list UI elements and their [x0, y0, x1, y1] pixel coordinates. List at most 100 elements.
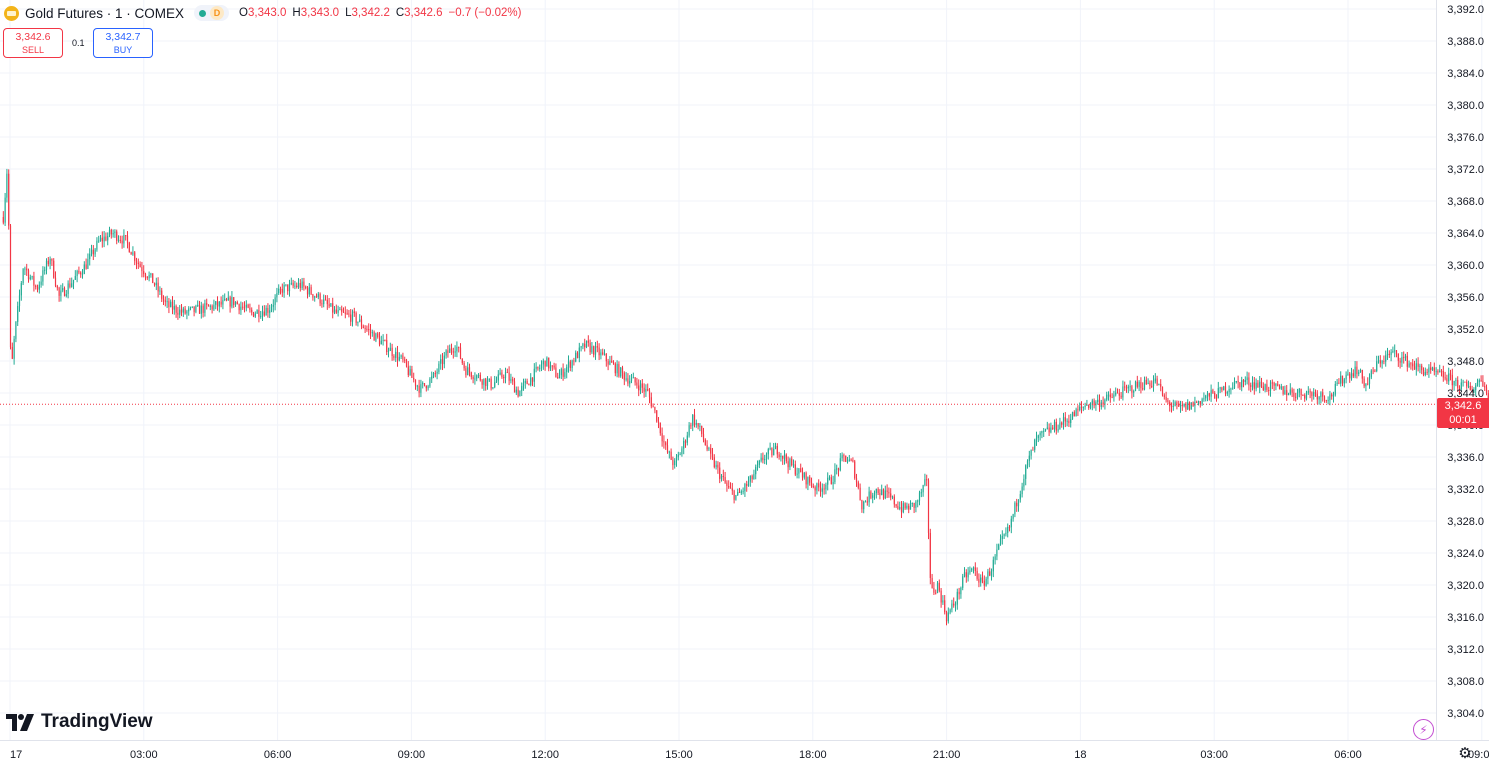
candle-body: [1430, 367, 1432, 370]
candle-body: [490, 378, 492, 389]
candle-body: [971, 568, 973, 571]
candle-body: [1071, 412, 1074, 420]
candle-body: [1422, 370, 1425, 375]
candle-body: [344, 312, 346, 314]
symbol-header[interactable]: Gold Futures · 1 · COMEX D O3,343.0 H3,3…: [4, 4, 521, 22]
candle-body: [938, 582, 940, 591]
candle-body: [222, 299, 224, 305]
candle-body: [524, 381, 526, 383]
candle-body: [1457, 379, 1459, 388]
candle-body: [895, 504, 897, 507]
gear-icon[interactable]: ⚙: [1458, 745, 1472, 762]
candle-body: [218, 301, 220, 307]
candle-body: [731, 488, 733, 491]
candle-body: [881, 489, 883, 496]
candle-body: [155, 282, 157, 286]
candle-body: [1007, 526, 1009, 533]
candle-body: [1413, 366, 1416, 370]
sell-button[interactable]: 3,342.6 SELL: [3, 28, 63, 58]
candle-body: [65, 293, 67, 296]
candle-body: [1205, 395, 1207, 399]
candle-body: [6, 173, 8, 198]
candle-body: [1471, 389, 1473, 393]
candle-body: [994, 556, 996, 560]
candle-body: [753, 474, 755, 480]
candle-body: [456, 346, 458, 352]
candle-body: [315, 296, 318, 298]
x-tick-label: 12:00: [531, 749, 559, 761]
candle-body: [827, 477, 829, 485]
candle-body: [1178, 403, 1180, 407]
candle-body: [146, 276, 148, 279]
candle-body: [1444, 377, 1446, 379]
candle-body: [958, 591, 960, 595]
candle-body: [652, 406, 654, 408]
candle-body: [233, 297, 235, 305]
candle-body: [143, 271, 145, 275]
candle-body: [501, 372, 503, 378]
lightning-icon[interactable]: ⚡: [1413, 719, 1434, 740]
candle-body: [789, 458, 791, 468]
candle-body: [1197, 401, 1200, 403]
candle-body: [1017, 499, 1020, 507]
price-axis[interactable]: 3,392.0 3,388.0 3,384.0 3,380.0 3,376.0 3,372…: [1447, 4, 1484, 720]
symbol-title[interactable]: Gold Futures · 1 · COMEX: [25, 5, 185, 21]
candle-body: [1142, 388, 1144, 390]
candle-body: [180, 309, 183, 313]
candle-body: [1163, 395, 1165, 397]
candle-body: [1149, 382, 1151, 386]
candle-body: [614, 363, 616, 374]
candle-body: [328, 304, 330, 307]
candle-body: [780, 455, 782, 457]
candle-body: [1368, 377, 1371, 384]
candle-body: [1147, 382, 1149, 385]
y-tick-label: 3,308.0: [1447, 676, 1484, 688]
candle-body: [1134, 381, 1137, 392]
candle-body: [661, 433, 663, 442]
candle-body: [668, 451, 670, 453]
candle-body: [234, 302, 237, 305]
candle-body: [728, 485, 730, 488]
candle-body: [159, 290, 161, 292]
candle-body: [1217, 388, 1219, 399]
time-axis[interactable]: 17 03:00 06:00 09:00 12:00 15:00 18:00 21:00 18 0…: [10, 749, 1489, 761]
candle-body: [1421, 365, 1423, 371]
candle-body: [452, 351, 454, 353]
candle-body: [765, 454, 768, 459]
candle-body: [96, 240, 98, 250]
candle-body: [454, 351, 456, 353]
candle-body: [220, 301, 222, 305]
x-tick-label: 09:00: [398, 749, 426, 761]
candle-body: [920, 492, 922, 494]
candle-body: [1343, 379, 1345, 384]
x-tick-label: 15:00: [665, 749, 693, 761]
candle-body: [279, 288, 282, 290]
candle-body: [1304, 395, 1306, 399]
candle-body: [1354, 366, 1356, 377]
candle-body: [888, 491, 890, 494]
candle-body: [335, 309, 337, 313]
candle-body: [783, 454, 786, 459]
candle-body: [1104, 399, 1106, 405]
buy-button[interactable]: 3,342.7 BUY: [93, 28, 153, 58]
tradingview-logo-icon: [6, 713, 34, 731]
candle-body: [949, 609, 951, 613]
candle-body: [778, 454, 780, 457]
market-status[interactable]: D: [194, 5, 230, 21]
candle-body: [1206, 393, 1209, 396]
candle-body: [987, 571, 989, 579]
candle-body: [845, 455, 847, 462]
candle-body: [1246, 377, 1248, 380]
candle-body: [870, 491, 872, 498]
candle-body: [44, 269, 46, 271]
candle-body: [774, 445, 777, 449]
candle-body: [1313, 392, 1315, 397]
candle-body: [128, 242, 130, 253]
candle-body: [1359, 369, 1362, 373]
candle-body: [904, 503, 906, 509]
candle-body: [542, 360, 544, 365]
candle-body: [1026, 460, 1029, 466]
tradingview-logo[interactable]: TradingView: [6, 711, 153, 733]
candle-body: [1284, 390, 1286, 394]
